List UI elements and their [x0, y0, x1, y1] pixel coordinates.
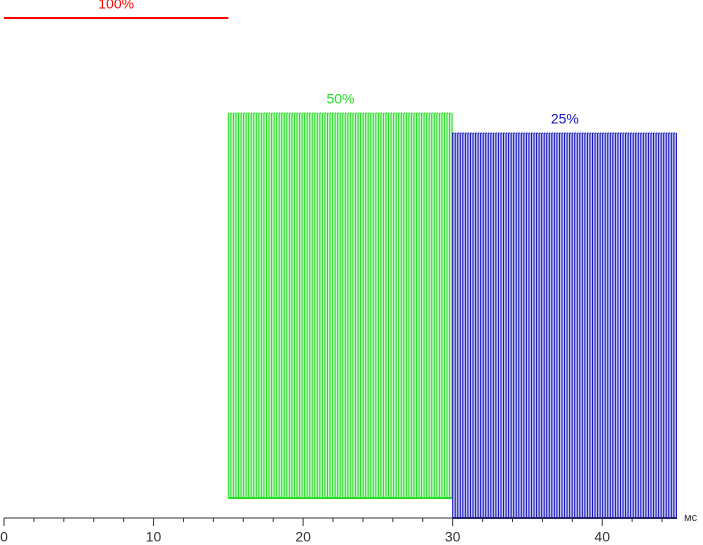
- x-axis-label: мс: [684, 512, 698, 524]
- series-label: 100%: [98, 0, 134, 12]
- x-tick-label: 0: [0, 529, 8, 545]
- series-label: 50%: [326, 91, 354, 107]
- x-tick-label: 40: [594, 529, 610, 545]
- x-tick-label: 10: [146, 529, 162, 545]
- series-label: 25%: [551, 111, 579, 127]
- x-tick-label: 30: [445, 529, 461, 545]
- x-tick-label: 20: [295, 529, 311, 545]
